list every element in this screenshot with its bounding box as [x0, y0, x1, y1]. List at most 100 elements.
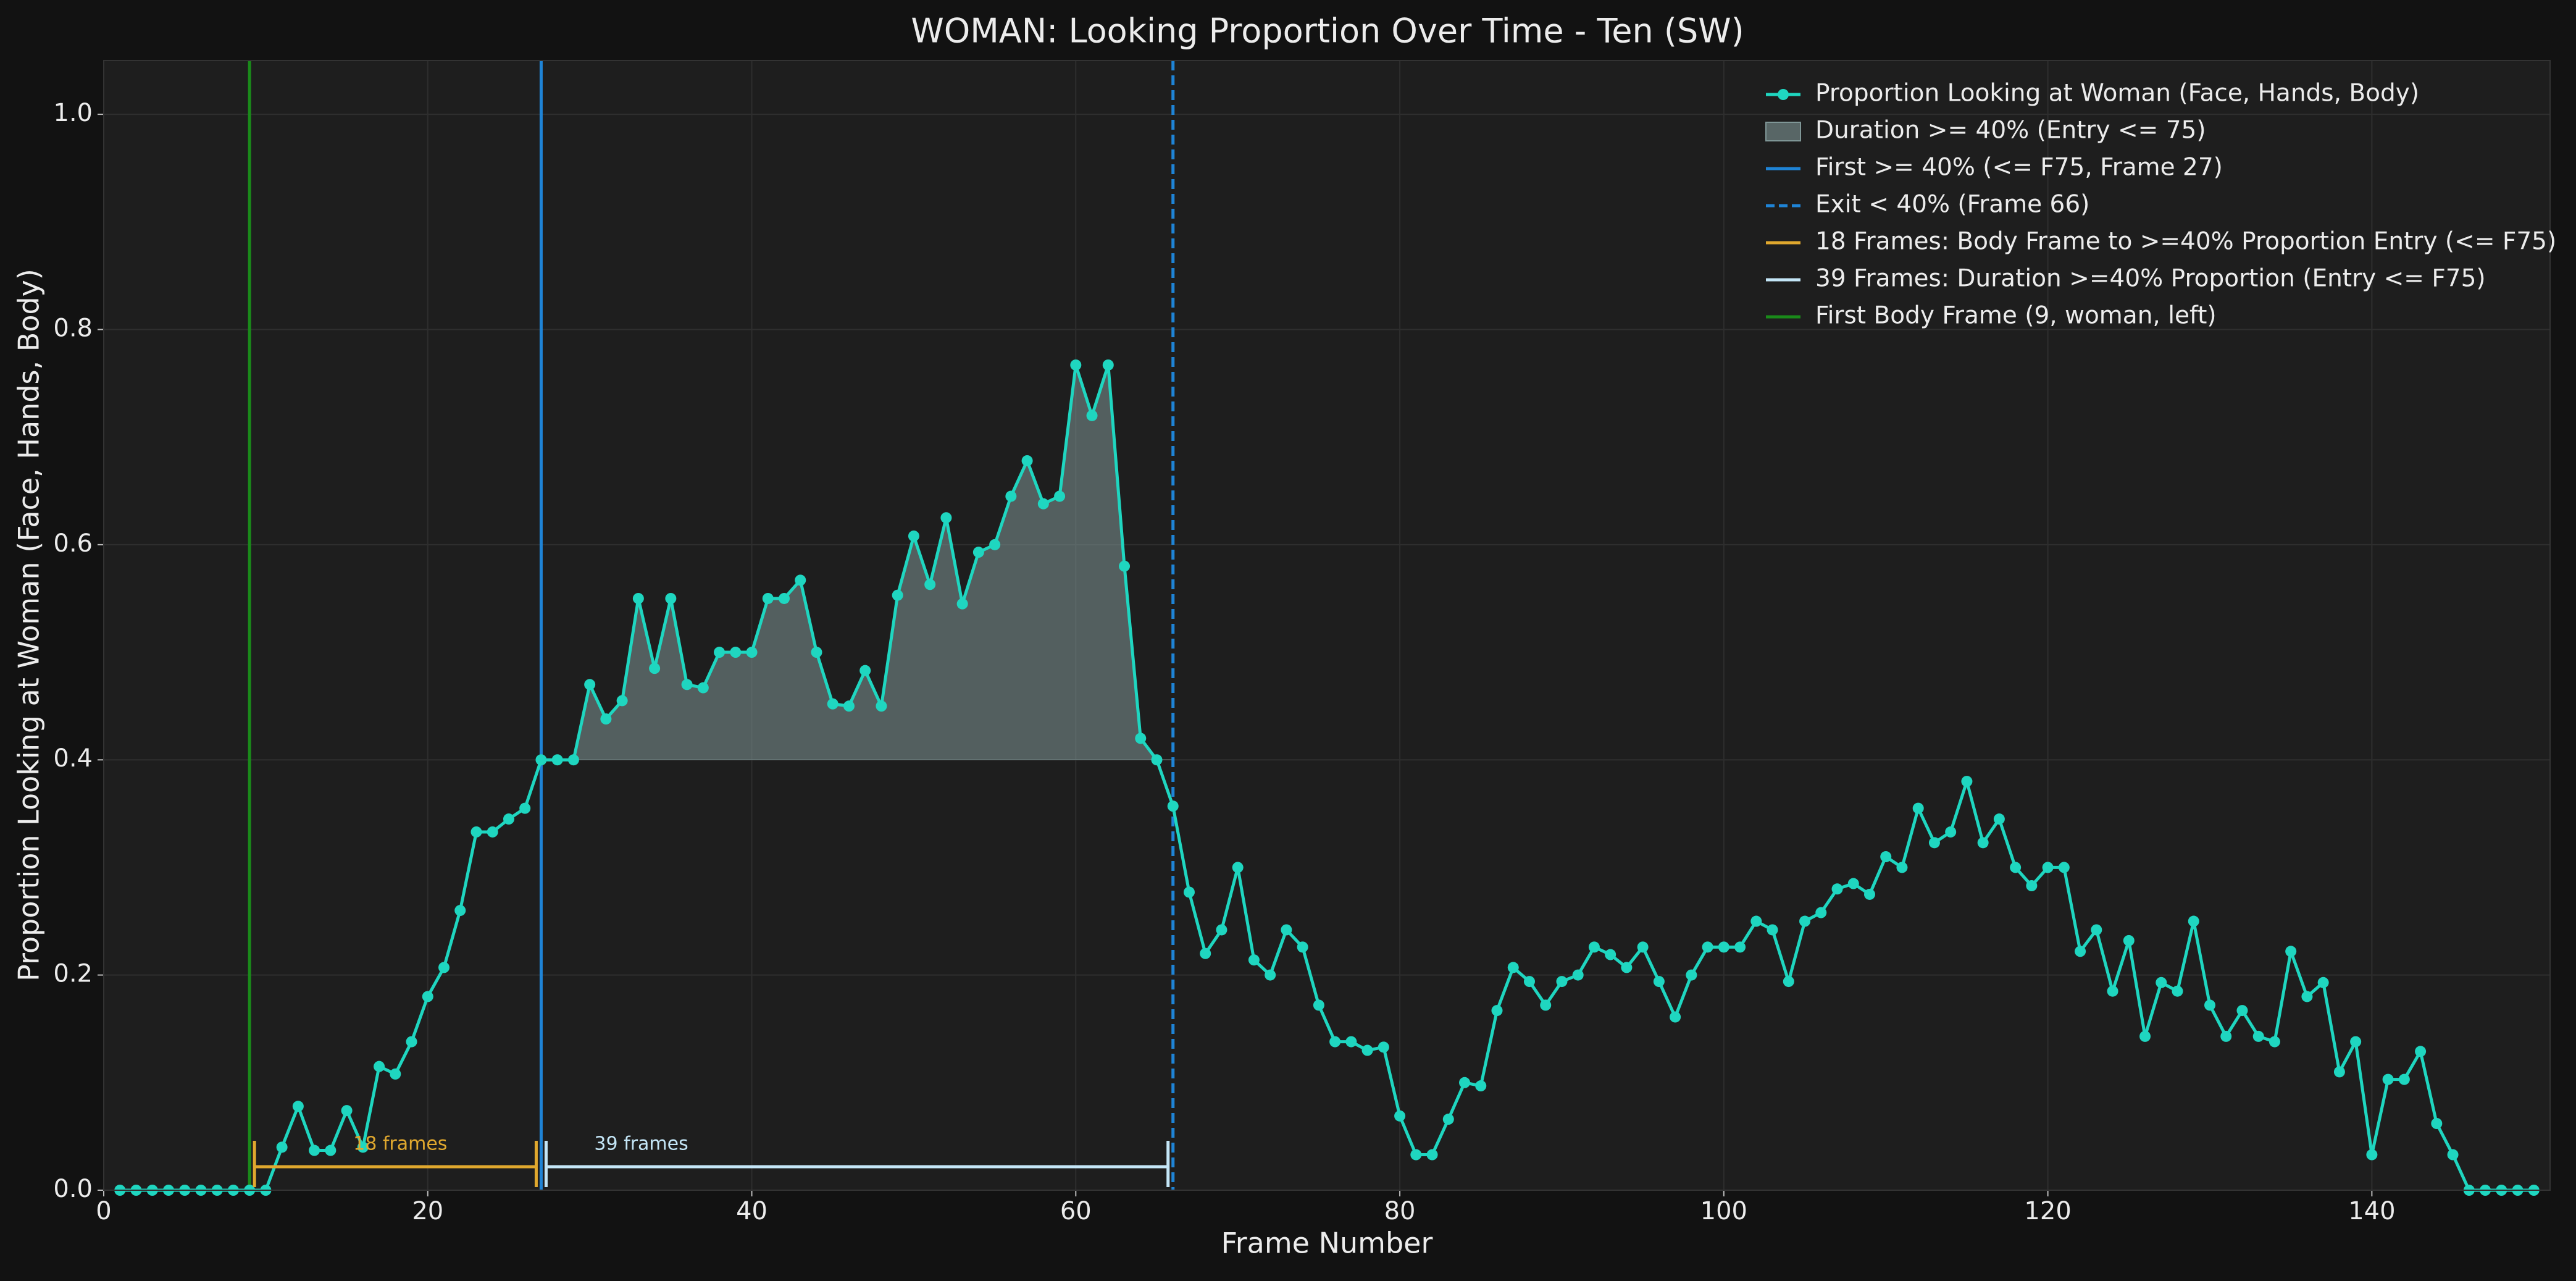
data-point [811, 647, 822, 658]
data-point [714, 647, 726, 658]
legend-label: Duration >= 40% (Entry <= 75) [1815, 117, 2206, 145]
data-point [1896, 862, 1908, 873]
x-tick-label: 80 [1384, 1197, 1416, 1225]
data-point [2107, 985, 2118, 997]
data-point [2010, 862, 2022, 873]
data-point [309, 1144, 320, 1156]
data-point [1102, 359, 1114, 371]
data-point [2236, 1005, 2248, 1017]
data-point [1621, 962, 1633, 973]
data-point [649, 663, 661, 674]
data-point [2252, 1030, 2264, 1042]
data-point [1459, 1077, 1471, 1088]
data-point [681, 679, 693, 691]
legend-label: Proportion Looking at Woman (Face, Hands… [1815, 80, 2419, 107]
data-point [438, 962, 450, 973]
x-tick-label: 100 [1700, 1197, 1747, 1225]
plot-group [114, 61, 2540, 1196]
data-point [795, 574, 806, 586]
y-tick-label: 0.0 [53, 1175, 93, 1203]
data-point [956, 598, 968, 610]
data-point [1232, 862, 1244, 873]
data-point [1426, 1149, 1438, 1161]
data-point [2398, 1073, 2410, 1085]
data-point [1135, 733, 1147, 744]
data-point [746, 647, 758, 658]
data-point [1686, 969, 1697, 981]
data-point [374, 1060, 385, 1072]
data-point [519, 802, 531, 814]
data-point [487, 826, 498, 838]
data-point [1637, 941, 1649, 953]
data-point [762, 592, 774, 604]
data-point [2431, 1118, 2443, 1130]
data-point [843, 700, 855, 712]
data-point [1167, 800, 1179, 812]
data-point [1750, 915, 1762, 927]
data-point [357, 1141, 369, 1153]
x-tick-label: 140 [2348, 1197, 2395, 1225]
legend-marker [1778, 89, 1789, 100]
data-point [1248, 954, 1260, 966]
data-point [470, 826, 482, 838]
x-tick-label: 120 [2024, 1197, 2071, 1225]
data-point [2123, 934, 2135, 946]
data-point [989, 539, 1001, 550]
y-tick-label: 0.2 [53, 960, 93, 988]
data-point [1021, 455, 1033, 466]
data-point [1005, 490, 1017, 502]
data-point [1054, 490, 1066, 502]
data-point [1394, 1110, 1406, 1122]
data-point [292, 1101, 304, 1112]
chart-title: WOMAN: Looking Proportion Over Time - Te… [911, 12, 1744, 51]
data-point [1345, 1036, 1357, 1048]
data-point [390, 1068, 401, 1080]
data-point [1880, 851, 1892, 863]
data-point [1361, 1044, 1373, 1056]
plot-area [104, 61, 2550, 1190]
data-point [1993, 813, 2005, 825]
data-point [584, 679, 596, 691]
data-point [1151, 754, 1163, 766]
data-point [665, 592, 677, 604]
data-point [1847, 878, 1859, 889]
x-tick-label: 40 [736, 1197, 767, 1225]
y-tick-label: 0.4 [53, 744, 93, 773]
data-point [1977, 837, 1989, 849]
data-point [2075, 946, 2086, 957]
data-point [924, 579, 936, 590]
data-point [972, 547, 984, 558]
y-axis-label: Proportion Looking at Woman (Face, Hands… [12, 269, 46, 981]
data-point [2333, 1066, 2345, 1078]
data-point [1442, 1114, 1454, 1125]
data-point [1216, 924, 1227, 936]
data-point [1475, 1080, 1487, 1092]
y-tick-label: 0.6 [53, 529, 93, 558]
data-point [276, 1141, 288, 1153]
data-point [1863, 888, 1875, 900]
data-point [1605, 949, 1616, 960]
data-point [908, 530, 919, 542]
data-point [1718, 941, 1729, 953]
data-point [1831, 883, 1843, 895]
data-point [1961, 776, 1973, 788]
plot-frame [103, 60, 2551, 1191]
data-point [940, 512, 952, 524]
data-point [2269, 1036, 2280, 1048]
data-point [779, 592, 790, 604]
data-point [2317, 976, 2329, 988]
data-point [1281, 924, 1292, 936]
y-tick-label: 1.0 [53, 99, 93, 127]
data-point [422, 991, 433, 1002]
data-point [454, 905, 466, 917]
data-point [1329, 1036, 1341, 1048]
data-point [1378, 1041, 1389, 1053]
data-point [1928, 837, 1940, 849]
data-point [2058, 862, 2070, 873]
data-point [1297, 941, 1308, 953]
bracket-label: 39 frames [594, 1133, 688, 1155]
data-point [697, 682, 709, 694]
data-point [1767, 924, 1778, 936]
data-point [2204, 999, 2215, 1011]
